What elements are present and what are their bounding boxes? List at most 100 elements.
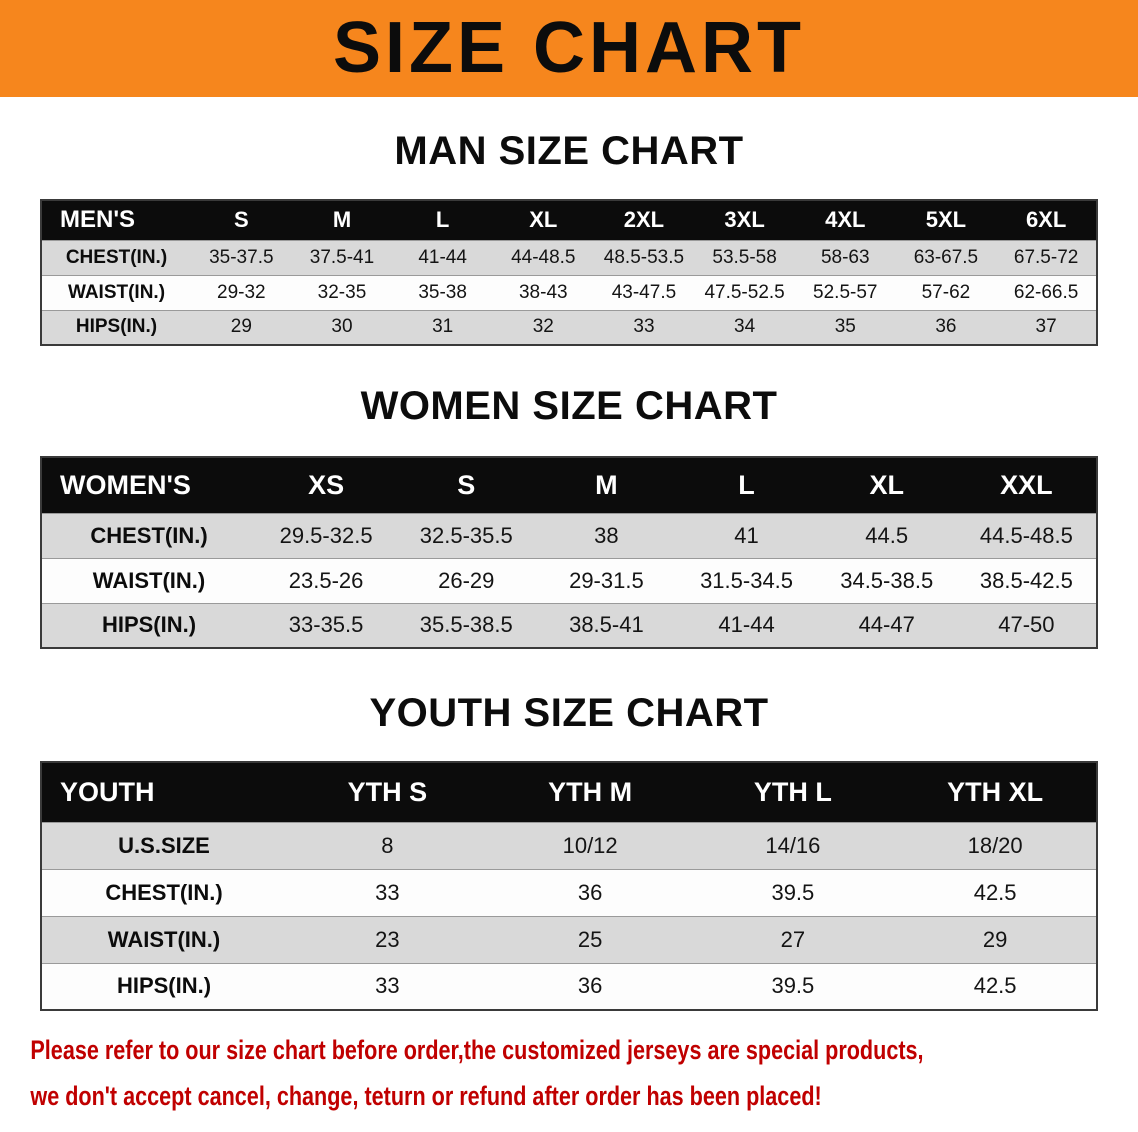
table-header-row: MEN'S S M L XL 2XL 3XL 4XL 5XL 6XL — [41, 200, 1097, 240]
size-value-cell: 38.5-42.5 — [979, 567, 1073, 593]
page-title: SIZE CHART — [333, 8, 805, 88]
size-value-cell: 32 — [532, 316, 554, 338]
size-value-cell: 35.5-38.5 — [419, 612, 513, 638]
men-size-table: MEN'S S M L XL 2XL 3XL 4XL 5XL 6XL CHEST(IN.) 35-37… — [40, 199, 1098, 346]
youth-section-heading: YOUTH SIZE CHART — [369, 691, 769, 735]
table-title-cell: MEN'S — [41, 200, 191, 240]
size-value-cell: 33 — [375, 879, 400, 905]
size-value-cell: 35-38 — [418, 281, 467, 303]
size-value-cell: 43-47.5 — [611, 281, 677, 303]
size-value-cell: 25 — [577, 926, 603, 952]
size-value-cell: 44.5 — [865, 522, 909, 548]
size-value-cell: 35 — [834, 316, 856, 338]
size-value-cell: 38-43 — [518, 281, 568, 303]
size-column-header: YTH M — [488, 762, 692, 822]
size-value-cell: 29 — [982, 926, 1008, 952]
size-value-cell: 38.5-41 — [569, 612, 644, 638]
size-value-cell: 36 — [577, 879, 603, 905]
table-row: CHEST(IN.) 33 36 39.5 42.5 — [41, 869, 1097, 916]
size-value-cell: 63-67.5 — [913, 246, 979, 268]
size-value-cell: 44-47 — [858, 612, 915, 638]
table-row: CHEST(IN.) 35-37.5 37.5-41 41-44 44-48.5 48.5… — [41, 240, 1097, 275]
size-value-cell: 33 — [375, 973, 400, 999]
size-column-header: XS — [256, 457, 397, 513]
size-column-header: 3XL — [694, 200, 795, 240]
youth-size-table: YOUTH YTH S YTH M YTH L YTH XL U.S.SIZE 8 10/12… — [40, 761, 1098, 1011]
table-header-row: WOMEN'S XS S M L XL XXL — [41, 457, 1097, 513]
table-row: WAIST(IN.) 23 25 27 29 — [41, 916, 1097, 963]
size-value-cell: 41-44 — [418, 246, 467, 268]
size-value-cell: 44.5-48.5 — [979, 522, 1073, 548]
size-value-cell: 33 — [633, 316, 655, 338]
size-value-cell: 57-62 — [921, 281, 971, 303]
size-column-header: 4XL — [794, 200, 896, 240]
table-header-row: YOUTH YTH S YTH M YTH L YTH XL — [41, 762, 1097, 822]
size-value-cell: 44-48.5 — [511, 246, 576, 268]
size-value-cell: 36 — [935, 316, 957, 338]
size-column-header: XL — [816, 457, 957, 513]
row-label-cell: U.S.SIZE — [118, 832, 210, 858]
size-column-header: S — [191, 200, 292, 240]
size-value-cell: 29-32 — [217, 281, 266, 303]
row-label-cell: WAIST(IN.) — [107, 926, 221, 952]
size-column-header: 5XL — [895, 200, 997, 240]
size-value-cell: 10/12 — [562, 832, 618, 858]
size-value-cell: 41 — [734, 522, 759, 548]
size-value-cell: 18/20 — [967, 832, 1023, 858]
size-value-cell: 62-66.5 — [1013, 281, 1079, 303]
row-label-cell: CHEST(IN.) — [65, 246, 168, 268]
size-value-cell: 39.5 — [771, 879, 815, 905]
row-label-cell: HIPS(IN.) — [75, 316, 158, 338]
size-value-cell: 30 — [331, 316, 353, 338]
size-value-cell: 39.5 — [771, 973, 815, 999]
women-size-table: WOMEN'S XS S M L XL XXL CHEST(IN.) 29.5-32.5 32.5… — [40, 456, 1098, 649]
size-value-cell: 33-35.5 — [288, 612, 364, 638]
row-label-cell: HIPS(IN.) — [116, 973, 212, 999]
row-label-cell: WAIST(IN.) — [92, 567, 206, 593]
size-value-cell: 37 — [1035, 316, 1057, 338]
size-value-cell: 42.5 — [973, 973, 1017, 999]
size-value-cell: 31.5-34.5 — [700, 567, 794, 593]
table-title-cell: WOMEN'S — [41, 457, 256, 513]
size-value-cell: 58-63 — [820, 246, 870, 268]
size-value-cell: 36 — [577, 973, 603, 999]
disclaimer-line-2: we don't accept cancel, change, teturn o… — [30, 1081, 822, 1111]
size-column-header: 2XL — [593, 200, 695, 240]
size-column-header: S — [396, 457, 537, 513]
size-column-header: M — [291, 200, 393, 240]
size-value-cell: 47.5-52.5 — [704, 281, 785, 303]
size-column-header: XL — [492, 200, 594, 240]
size-value-cell: 23.5-26 — [288, 567, 364, 593]
disclaimer-line-1: Please refer to our size chart before or… — [30, 1035, 924, 1065]
men-section-heading: MAN SIZE CHART — [394, 129, 744, 173]
row-label-cell: CHEST(IN.) — [90, 522, 208, 548]
size-column-header: YTH S — [286, 762, 489, 822]
size-value-cell: 29 — [230, 316, 252, 338]
table-row: U.S.SIZE 8 10/12 14/16 18/20 — [41, 822, 1097, 869]
size-value-cell: 48.5-53.5 — [603, 246, 685, 268]
size-column-header: L — [392, 200, 493, 240]
table-row: CHEST(IN.) 29.5-32.5 32.5-35.5 38 41 44.5 44.5… — [41, 513, 1097, 558]
title-banner: SIZE CHART — [0, 0, 1138, 97]
size-value-cell: 26-29 — [438, 567, 495, 593]
size-value-cell: 38 — [594, 522, 619, 548]
row-label-cell: HIPS(IN.) — [101, 612, 197, 638]
size-value-cell: 34.5-38.5 — [840, 567, 934, 593]
size-value-cell: 14/16 — [765, 832, 821, 858]
size-column-header: L — [676, 457, 817, 513]
size-value-cell: 27 — [780, 926, 806, 952]
table-row: HIPS(IN.) 33-35.5 35.5-38.5 38.5-41 41-44 44-… — [41, 603, 1097, 648]
table-row: WAIST(IN.) 23.5-26 26-29 29-31.5 31.5-34.5 34… — [41, 558, 1097, 603]
size-value-cell: 52.5-57 — [813, 281, 878, 303]
size-value-cell: 29-31.5 — [569, 567, 644, 593]
row-label-cell: WAIST(IN.) — [67, 281, 166, 303]
size-value-cell: 42.5 — [973, 879, 1017, 905]
women-section-heading: WOMEN SIZE CHART — [360, 384, 778, 428]
size-value-cell: 41-44 — [718, 612, 775, 638]
table-title-cell: YOUTH — [41, 762, 286, 822]
size-value-cell: 23 — [375, 926, 400, 952]
size-column-header: 6XL — [996, 200, 1097, 240]
table-row: HIPS(IN.) 33 36 39.5 42.5 — [41, 963, 1097, 1010]
size-value-cell: 8 — [381, 832, 394, 858]
